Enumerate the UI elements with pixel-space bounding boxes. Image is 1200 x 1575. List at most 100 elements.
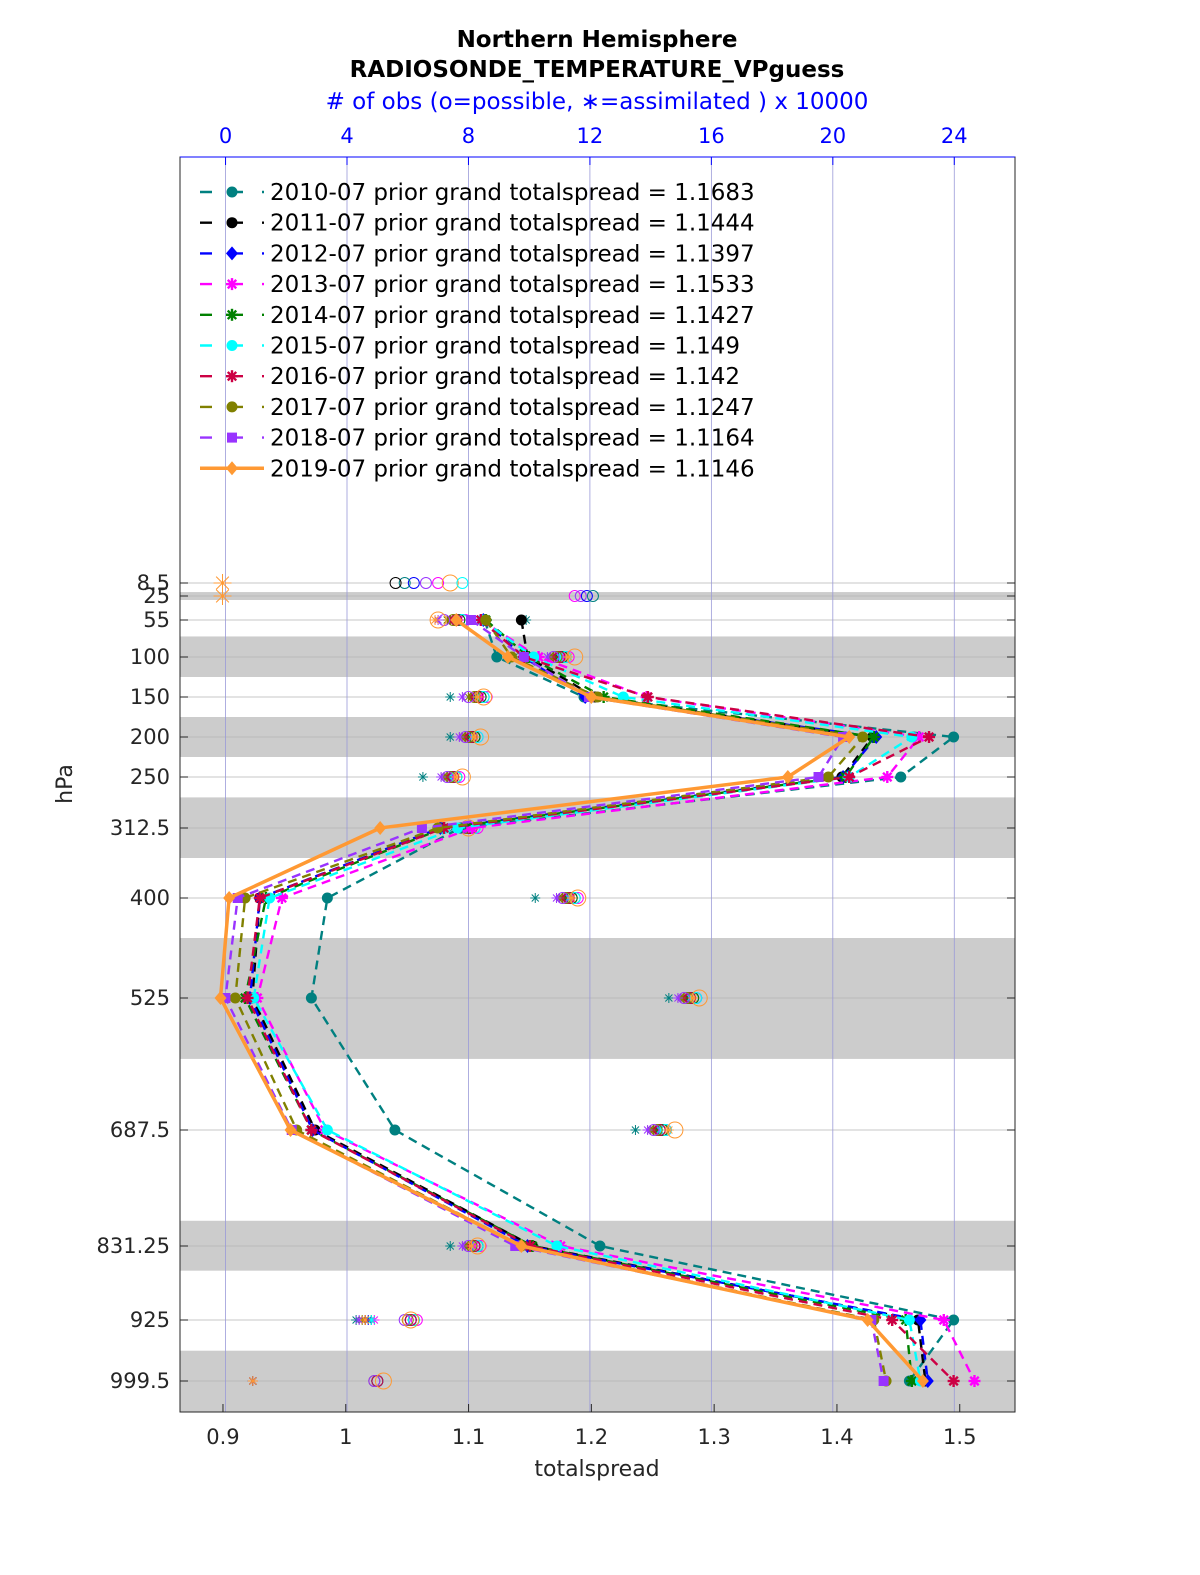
series-point-shape [857, 731, 869, 743]
series-point-shape [491, 651, 503, 663]
legend-label: 2019-07 prior grand totalspread = 1.1146 [270, 456, 755, 482]
series-point-shape [374, 821, 387, 835]
top-tick-label: 20 [819, 124, 846, 148]
obs-assimilated-marker-stroke [664, 1126, 673, 1134]
series-line [218, 618, 925, 1383]
legend-marker [226, 461, 238, 476]
legend-marker [227, 432, 237, 443]
series-point-shape [466, 615, 477, 625]
obs-assimilated-marker [551, 893, 562, 903]
legend-marker-shape [226, 246, 238, 261]
obs-assimilated-marker [360, 1315, 371, 1325]
obs-assimilated-marker-stroke [564, 653, 573, 661]
series-point [229, 992, 241, 1004]
series-point [843, 730, 856, 744]
series-point [813, 772, 824, 782]
obs-assimilated-marker-stroke [674, 994, 682, 1002]
y-tick-label: 312.5 [110, 816, 170, 840]
series-point [253, 892, 266, 904]
obs-assimilated-marker-stroke [631, 1126, 640, 1134]
series-point [551, 1240, 563, 1252]
series-point [895, 771, 907, 783]
obs-assimilated-marker-stroke [431, 616, 439, 624]
obs-possible-marker [456, 577, 469, 589]
obs-possible-marker [402, 1311, 420, 1329]
series-lines [214, 613, 981, 1388]
legend-marker [226, 186, 238, 198]
obs-assimilated-marker-stroke [552, 894, 561, 902]
series-line [252, 619, 922, 1382]
obs-possible-marker [407, 577, 420, 589]
series-point [585, 690, 598, 704]
x-tick-label: 1.4 [820, 1425, 853, 1449]
obs-assimilated-marker [630, 1125, 641, 1135]
series-point [515, 1239, 528, 1253]
series-point [948, 1314, 960, 1326]
series-point [466, 615, 477, 625]
legend-marker-shape [226, 279, 238, 290]
series-point-shape [389, 1124, 401, 1136]
x-tick-label: 1 [339, 1425, 352, 1449]
obs-assimilated-marker [663, 1125, 674, 1135]
obs-assimilated-marker [417, 772, 428, 782]
series-point [305, 1124, 318, 1136]
obs-assimilated-marker-stroke [664, 994, 673, 1002]
legend-label: 2018-07 prior grand totalspread = 1.1164 [270, 426, 755, 452]
series-point-shape [906, 731, 918, 743]
y-tick-label: 25 [143, 584, 170, 608]
series-point-shape [450, 613, 463, 627]
legend-marker-shape [226, 186, 238, 198]
series-point [594, 1240, 606, 1252]
obs-assimilated-marker-stroke [643, 1126, 652, 1134]
obs-assimilated-marker [454, 732, 465, 742]
series-point-shape [923, 731, 935, 743]
top-axis-label: # of obs (o=possible, ∗=assimilated ) x … [326, 89, 869, 115]
y-tick-label: 55 [143, 608, 170, 632]
legend-marker-shape [227, 432, 237, 443]
obs-assimilated-marker [463, 692, 474, 702]
series-point-shape [432, 822, 444, 834]
series-line [234, 619, 888, 1382]
series-point [501, 650, 514, 664]
obs-assimilated-marker [430, 615, 441, 625]
series-point-shape [781, 770, 794, 784]
series-point [861, 1313, 874, 1327]
legend-label: 2013-07 prior grand totalspread = 1.1533 [270, 272, 755, 298]
series-point [321, 1124, 333, 1136]
series-point-shape [948, 1314, 960, 1326]
obs-assimilated-marker-stroke [452, 773, 461, 781]
chart-title: Northern Hemisphere [457, 27, 738, 53]
x-tick-label: 1.5 [943, 1425, 976, 1449]
obs-assimilated-marker-stroke [248, 1377, 257, 1385]
obs-possible-marker [574, 590, 587, 602]
obs-assimilated-marker [642, 1125, 653, 1135]
series-point [937, 1314, 950, 1326]
obs-assimilated-marker [566, 893, 577, 903]
y-tick-label: 400 [130, 886, 170, 910]
series-point-shape [229, 992, 241, 1004]
series-point-shape [214, 991, 227, 1005]
obs-assimilated-marker [213, 587, 232, 605]
series-point [903, 1314, 915, 1326]
series-line [246, 619, 955, 1382]
legend-marker [226, 340, 238, 351]
obs-assimilated-marker [247, 1376, 258, 1386]
series-point-shape [480, 614, 492, 626]
series-point-shape [948, 731, 960, 743]
obs-assimilated-marker-stroke [464, 693, 473, 701]
series-line [256, 618, 976, 1382]
series-point-shape [938, 1314, 949, 1326]
legend-marker-shape [226, 461, 238, 476]
legend-marker [226, 401, 238, 413]
y-tick-label: 525 [130, 986, 170, 1010]
series-point [878, 1376, 889, 1386]
obs-assimilated-marker-stroke [473, 693, 482, 701]
obs-assimilated-marker [469, 732, 480, 742]
obs-assimilated-marker-stroke [215, 576, 230, 590]
series-point [450, 613, 463, 627]
series-point-shape [878, 1376, 889, 1386]
x-tick-label: 1.3 [697, 1425, 730, 1449]
series-point-shape [642, 691, 653, 703]
legend-marker [226, 370, 238, 383]
obs-assimilated-marker-stroke [689, 994, 698, 1002]
